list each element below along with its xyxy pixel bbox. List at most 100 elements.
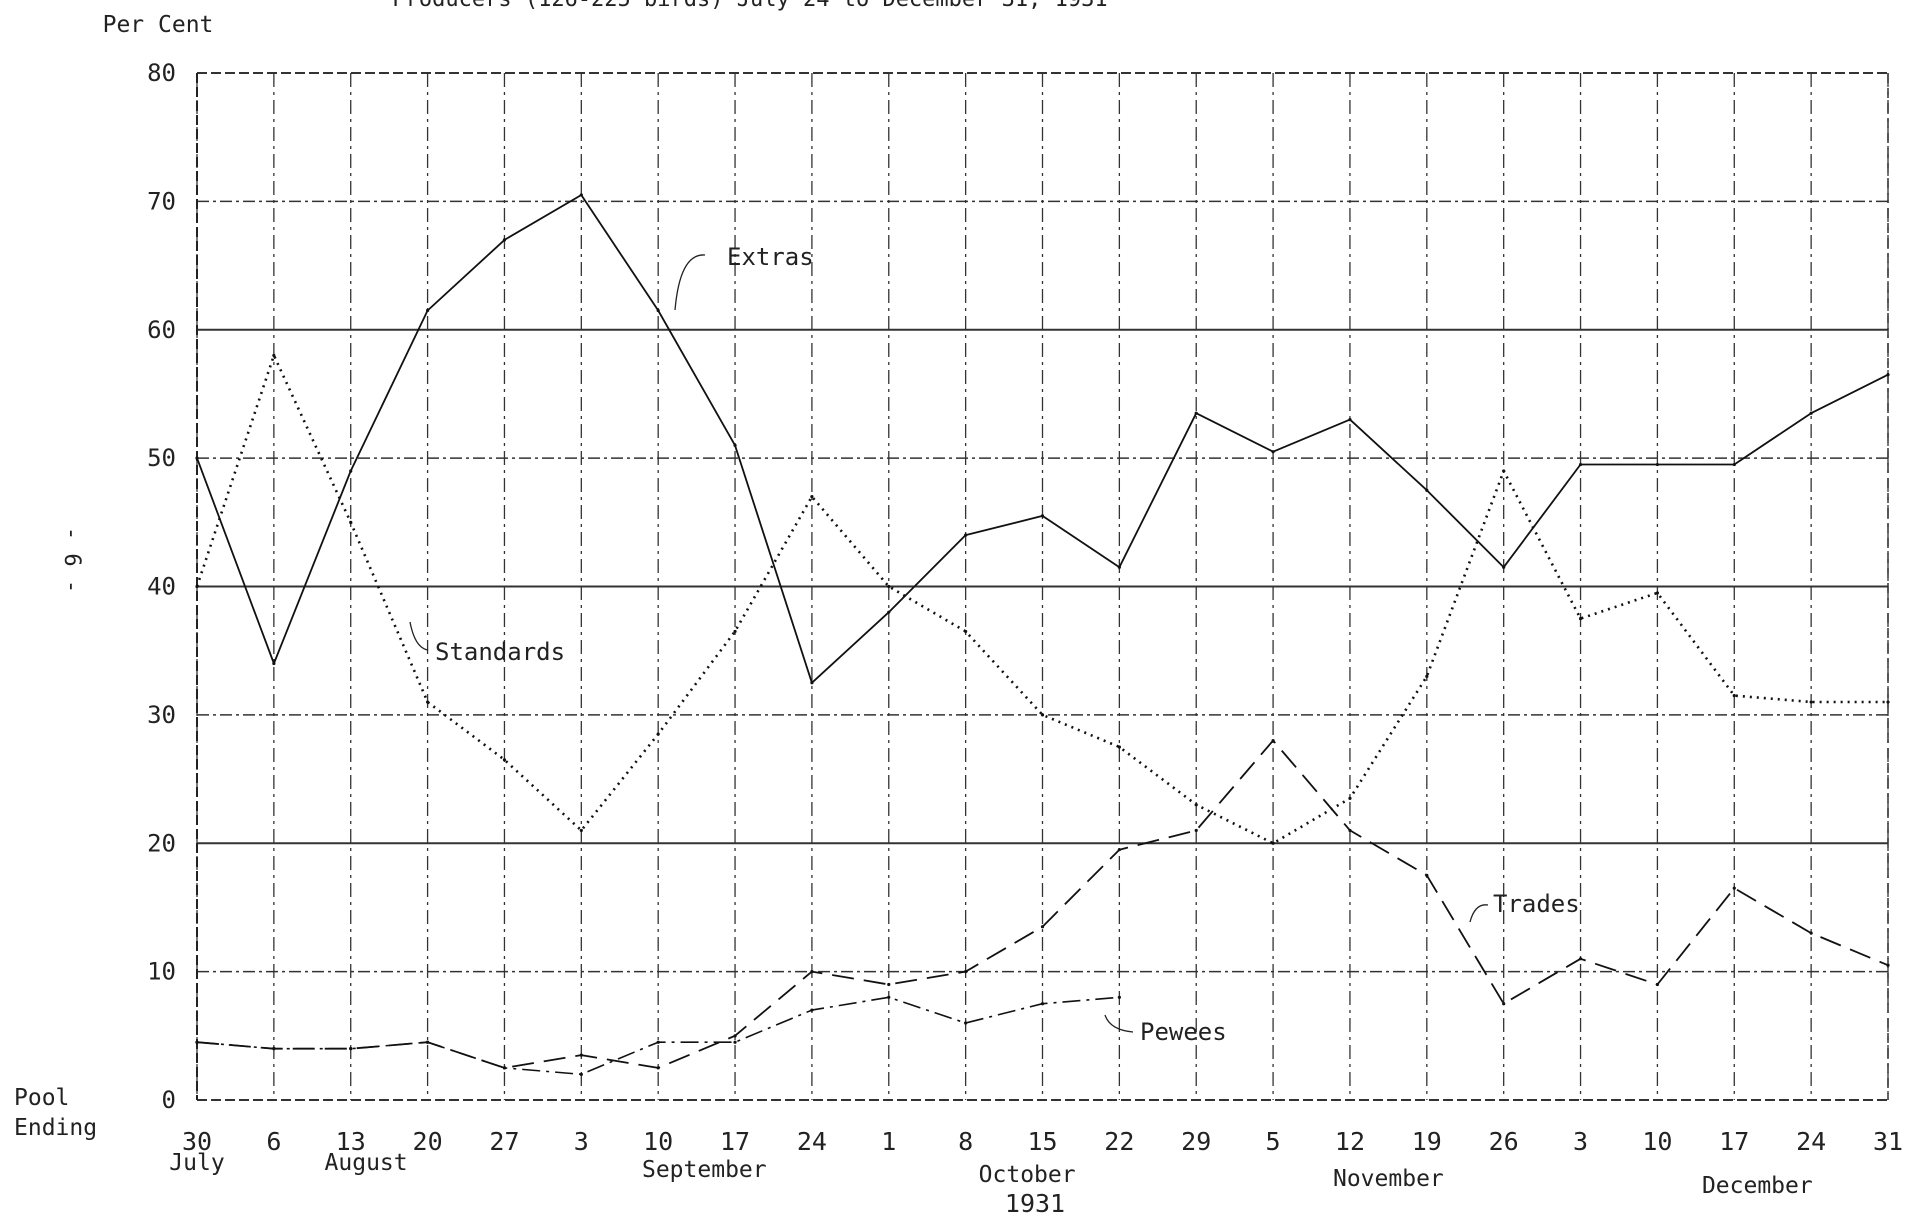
x-tick-label: 8 <box>958 1127 973 1156</box>
series-line-pewees <box>196 996 1120 1076</box>
data-point-extras <box>1194 411 1198 415</box>
data-point-pewees <box>272 1047 276 1051</box>
y-tick-label: 30 <box>147 701 176 729</box>
month-label: October <box>979 1162 1076 1188</box>
data-point-standards <box>1348 796 1352 800</box>
data-point-trades <box>1809 931 1813 935</box>
data-point-pewees <box>579 1072 583 1076</box>
data-point-standards <box>579 828 583 833</box>
data-point-pewees <box>1117 995 1121 999</box>
data-point-extras <box>272 661 276 666</box>
data-point-standards <box>656 732 660 736</box>
data-point-pewees <box>810 1008 814 1012</box>
series-line-standards <box>195 354 1888 845</box>
data-point-trades <box>1348 828 1352 833</box>
data-point-standards <box>1194 803 1198 807</box>
series-label-pointer <box>1104 1014 1134 1033</box>
data-point-extras <box>810 681 814 685</box>
data-point-trades <box>964 970 968 974</box>
x-axis-label-ending: Ending <box>14 1115 97 1141</box>
data-point-standards <box>349 520 353 524</box>
series-label: Pewees <box>1140 1018 1227 1046</box>
series-layer <box>195 193 1890 1076</box>
data-point-extras <box>425 308 430 313</box>
data-point-extras <box>349 469 353 473</box>
data-point-pewees <box>195 1040 199 1044</box>
data-point-pewees <box>502 1066 507 1070</box>
grid <box>196 72 1889 1101</box>
data-point-standards <box>1655 591 1660 595</box>
data-point-extras <box>1348 418 1352 422</box>
month-label: August <box>325 1150 408 1176</box>
data-point-trades <box>733 1034 737 1038</box>
data-point-standards <box>502 758 507 762</box>
x-tick-label: 30 <box>182 1127 212 1156</box>
data-point-extras <box>1502 565 1506 569</box>
series-label-pointer <box>674 254 706 311</box>
data-point-standards <box>425 700 430 704</box>
y-tick-label: 80 <box>147 59 176 87</box>
x-tick-label: 10 <box>1642 1127 1672 1156</box>
x-tick-label: 10 <box>643 1127 673 1156</box>
data-point-pewees <box>733 1040 737 1044</box>
data-point-pewees <box>656 1040 660 1044</box>
x-tick-label: 24 <box>797 1127 827 1156</box>
x-tick-label: 13 <box>336 1127 366 1156</box>
data-point-standards <box>1502 469 1506 473</box>
data-point-extras <box>1578 462 1583 467</box>
series-label: Trades <box>1493 890 1580 918</box>
data-point-trades <box>1886 963 1890 967</box>
data-point-trades <box>579 1053 583 1057</box>
x-tick-label: 1 <box>881 1127 896 1156</box>
data-point-standards <box>1117 745 1121 749</box>
data-point-extras <box>1271 450 1275 454</box>
data-point-trades <box>1425 873 1429 877</box>
x-tick-label: 3 <box>1573 1127 1588 1156</box>
x-tick-label: 20 <box>413 1127 443 1156</box>
data-point-extras <box>502 238 507 242</box>
x-tick-label: 19 <box>1412 1127 1442 1156</box>
data-point-standards <box>1425 674 1429 678</box>
y-tick-label: 10 <box>147 958 176 986</box>
data-point-standards <box>1886 700 1890 704</box>
page-marker: - 6 - <box>59 527 84 593</box>
data-point-extras <box>964 533 968 537</box>
x-tick-label: 5 <box>1266 1127 1281 1156</box>
y-tick-label: 60 <box>147 316 176 344</box>
data-point-extras <box>1425 488 1429 492</box>
data-point-extras <box>887 610 891 614</box>
data-point-trades <box>1271 738 1275 743</box>
data-point-trades <box>1655 982 1660 987</box>
x-tick-label: 26 <box>1489 1127 1519 1156</box>
x-tick-label: 29 <box>1181 1127 1211 1156</box>
x-tick-label: 24 <box>1796 1127 1826 1156</box>
series-label: Extras <box>727 243 814 271</box>
data-point-trades <box>1194 828 1198 833</box>
month-label: September <box>642 1157 767 1183</box>
x-tick-label: 3 <box>574 1127 589 1156</box>
series-label-pointer <box>1469 904 1489 923</box>
x-tick-label: 22 <box>1104 1127 1134 1156</box>
data-point-extras <box>656 308 660 313</box>
y-tick-label: 40 <box>147 573 176 601</box>
month-label: July <box>169 1150 224 1176</box>
data-point-standards <box>964 629 968 634</box>
y-tick-label: 50 <box>147 444 176 472</box>
data-point-extras <box>1886 373 1890 377</box>
data-point-pewees <box>425 1040 430 1044</box>
y-tick-label: 0 <box>162 1086 176 1114</box>
data-point-pewees <box>1040 1002 1045 1006</box>
data-point-extras <box>1732 462 1736 467</box>
x-tick-label: 6 <box>266 1127 281 1156</box>
month-label: November <box>1333 1166 1444 1192</box>
data-point-trades <box>1117 848 1121 852</box>
data-point-extras <box>195 456 199 460</box>
x-tick-label: 27 <box>489 1127 519 1156</box>
data-point-pewees <box>887 995 891 999</box>
year-label: 1931 <box>1005 1189 1065 1218</box>
series-label: Standards <box>435 638 565 666</box>
data-point-standards <box>733 629 737 634</box>
x-tick-label: 17 <box>720 1127 750 1156</box>
data-point-trades <box>1502 1002 1506 1006</box>
